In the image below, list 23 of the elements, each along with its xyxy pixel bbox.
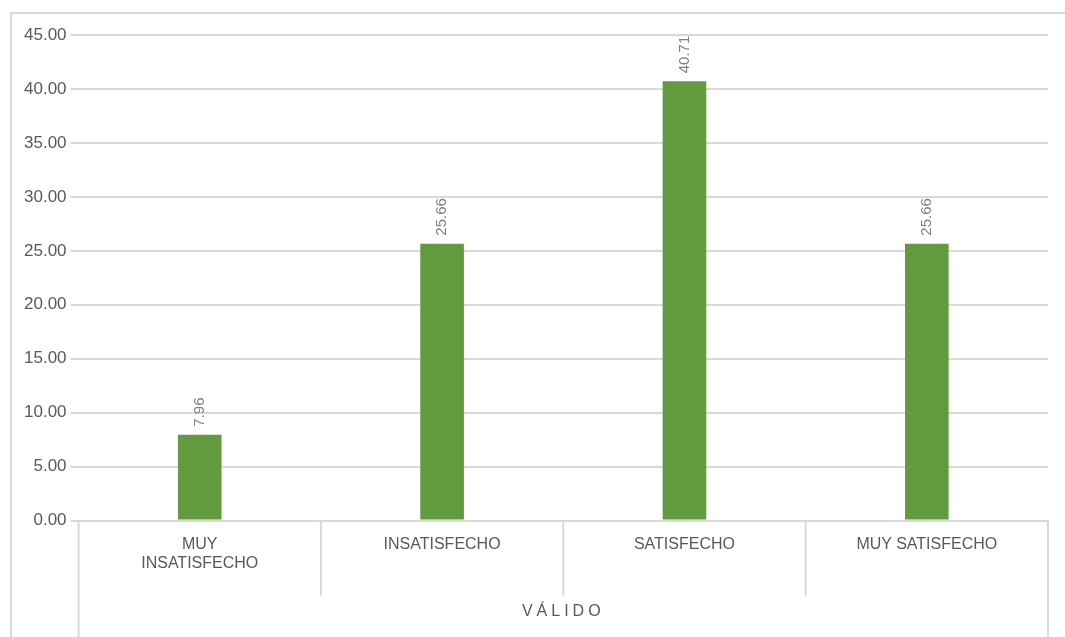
y-tick-label: 40.00	[23, 78, 67, 98]
bar	[420, 243, 464, 520]
y-tick-label: 20.00	[23, 294, 67, 314]
data-label: 25.66	[916, 198, 934, 236]
y-tick-label: 30.00	[23, 186, 67, 206]
y-tick-label: 10.00	[23, 402, 67, 422]
data-label: 25.66	[432, 198, 450, 236]
x-tick-label: SATISFECHO	[633, 534, 735, 552]
bar	[177, 434, 222, 520]
y-tick-label: 35.00	[23, 132, 67, 152]
y-tick-label: 0.00	[33, 510, 67, 530]
y-tick-label: 25.00	[23, 240, 67, 260]
x-tick-label: INSATISFECHO	[383, 534, 501, 552]
y-tick-label: 15.00	[23, 348, 67, 368]
data-label: 7.96	[189, 397, 207, 427]
bar	[662, 81, 707, 520]
y-tick-label: 5.00	[33, 456, 67, 476]
bar	[905, 243, 949, 520]
data-label: 40.71	[674, 35, 692, 74]
x-axis-title: VÁLIDO	[521, 601, 605, 620]
y-tick-label: 45.00	[23, 24, 67, 44]
x-tick-label: MUY INSATISFECHO	[141, 534, 259, 571]
x-tick-label: MUY SATISFECHO	[856, 534, 998, 552]
